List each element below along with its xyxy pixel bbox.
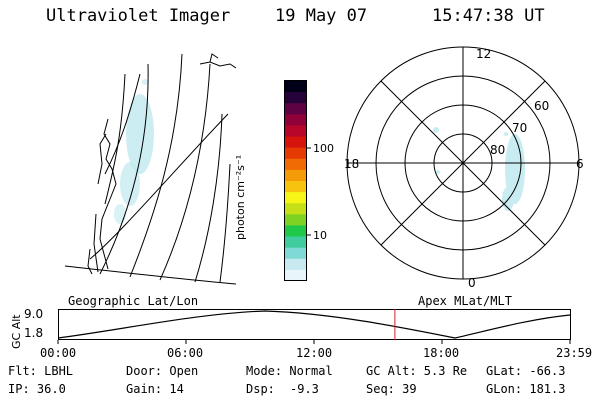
colorbar-swatch [284,191,307,204]
colorbar-swatch [284,80,307,93]
colorbar-swatch [284,224,307,237]
lat-label-70: 70 [512,121,527,135]
colorbar-label: photon cm⁻²s⁻¹ [234,155,247,240]
xtick-2359: 23:59 [556,346,593,360]
altitude-xticks [57,340,571,344]
xtick-18: 18:00 [423,346,460,360]
colorbar-swatch [284,213,307,226]
mlt-label-18: 18 [344,157,359,171]
colorbar-swatch [284,236,307,248]
altitude-frame [58,309,571,340]
geographic-map [64,53,236,285]
seq-info: Seq: 39 [366,382,417,396]
glat-info: GLat: -66.3 [486,364,566,378]
colorbar-tick-label-100: 100 [313,142,334,155]
header-time: 15:47:38 UT [432,6,545,26]
xtick-12: 12:00 [296,346,333,360]
dsp-value: -9.3 [290,382,319,396]
altitude-plot: GC Alt 9.0 1.8 [10,307,571,349]
xtick-00: 00:00 [40,346,77,360]
colorbar-swatch [284,202,307,215]
coastline [87,53,236,275]
colorbar-tick-label-10: 10 [313,229,327,242]
colorbar-swatch [284,91,307,104]
mlt-label-0: 0 [468,276,476,290]
colorbar-swatch [284,147,307,159]
colorbar-swatches [284,80,307,281]
graticule [64,53,236,285]
polar-spokes [347,47,579,279]
colorbar-swatch [284,102,307,115]
lat-label-60: 60 [534,99,549,113]
colorbar-swatch [284,136,307,148]
colorbar-swatch [284,269,307,281]
altitude-ytick-high: 9.0 [24,307,43,321]
gc-alt-info: GC Alt: 5.3 Re [366,364,468,378]
instrument-title: Ultraviolet Imager [46,6,231,26]
colorbar-swatch [284,124,307,137]
ip-info: IP: 36.0 [8,382,66,396]
door-info: Door: Open [126,364,199,378]
colorbar-swatch [284,113,307,126]
colorbar-swatch [284,258,307,270]
altitude-curve [57,310,571,339]
filter-info: Flt: LBHL [8,364,74,378]
colorbar-swatch [284,180,307,193]
mlt-label-12: 12 [476,47,491,61]
polar-aurora [433,127,525,211]
colorbar: 100 10 [284,80,334,281]
mlt-label-6: 6 [576,157,584,171]
gain-info: Gain: 14 [126,382,184,396]
xtick-06: 06:00 [167,346,204,360]
dsp-label: Dsp: [246,382,275,396]
colorbar-frame [284,80,307,281]
polar-plot: 12 18 6 0 60 70 80 [344,46,584,290]
colorbar-swatch [284,247,307,259]
altitude-ylabel: GC Alt [10,314,23,349]
glon-info: GLon: 181.3 [486,382,566,396]
altitude-ytick-low: 1.8 [24,326,43,340]
lat-label-80: 80 [490,143,505,157]
colorbar-swatch [284,158,307,170]
mode-info: Mode: Normal [246,364,333,378]
geographic-label: Geographic Lat/Lon [68,294,199,308]
colorbar-label-container: photon cm⁻²s⁻¹ [229,80,249,280]
apex-label: Apex MLat/MLT [418,294,512,308]
aurora-emission [114,79,154,224]
colorbar-swatch [284,169,307,181]
header-date: 19 May 07 [275,6,368,26]
